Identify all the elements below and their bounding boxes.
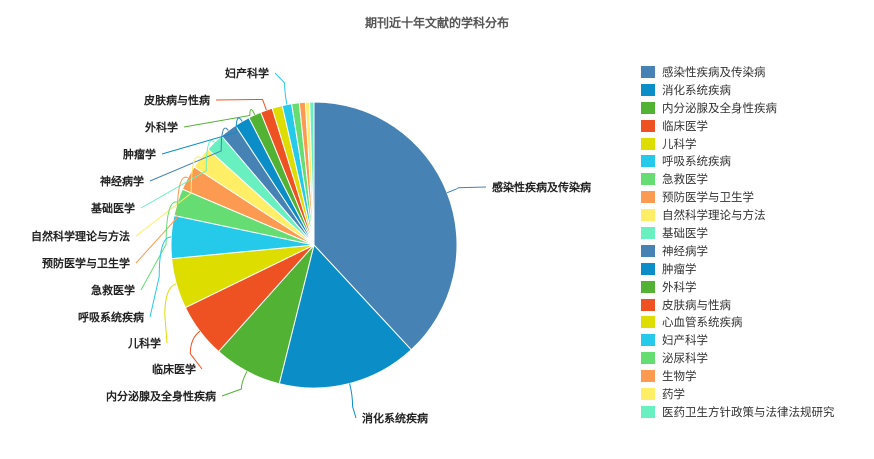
legend-swatch: [641, 155, 655, 168]
legend-label: 内分泌腺及全身性疾病: [662, 100, 777, 115]
legend-item[interactable]: 肿瘤学: [641, 260, 835, 278]
leader-line: [161, 117, 243, 155]
legend-label: 急救医学: [662, 172, 708, 187]
slice-label: 呼吸系统疾病: [78, 310, 144, 324]
slice-label: 儿科学: [127, 336, 161, 350]
legend-label: 自然科学理论与方法: [662, 208, 766, 223]
slice-label: 肿瘤学: [123, 147, 156, 161]
legend-swatch: [641, 191, 655, 204]
legend-item[interactable]: 心血管系统疾病: [641, 313, 835, 331]
legend-label: 妇产科学: [662, 333, 708, 348]
slice-label: 急救医学: [91, 283, 135, 297]
leader-line: [446, 186, 487, 194]
legend-item[interactable]: 外科学: [641, 278, 835, 296]
legend-swatch: [641, 334, 655, 347]
legend-swatch: [641, 280, 655, 293]
legend-label: 神经病学: [662, 243, 708, 258]
legend-item[interactable]: 神经病学: [641, 242, 835, 260]
slice-label: 感染性疾病及传染病: [492, 180, 591, 194]
legend-label: 儿科学: [662, 136, 697, 151]
legend-item[interactable]: 呼吸系统疾病: [641, 152, 835, 170]
leader-line: [189, 330, 203, 370]
legend-item[interactable]: 医药卫生方针政策与法律法规研究: [641, 403, 835, 421]
legend-label: 预防医学与卫生学: [662, 190, 754, 205]
slice-label: 预防医学与卫生学: [42, 256, 130, 270]
legend-label: 生物学: [662, 369, 697, 384]
leader-line: [135, 156, 202, 237]
legend-item[interactable]: 生物学: [641, 367, 835, 385]
slice-label: 外科学: [144, 120, 178, 134]
slice-label: 消化系统疾病: [362, 411, 428, 425]
legend-swatch: [641, 137, 655, 150]
leader-line: [140, 201, 178, 291]
legend-swatch: [641, 316, 655, 329]
leader-line: [149, 236, 172, 318]
legend-item[interactable]: 皮肤病与性病: [641, 296, 835, 314]
legend-label: 呼吸系统疾病: [662, 154, 731, 169]
legend-item[interactable]: 临床医学: [641, 117, 835, 135]
slice-label: 妇产科学: [224, 66, 269, 80]
legend-item[interactable]: 感染性疾病及传染病: [641, 63, 835, 81]
leader-line: [140, 140, 215, 209]
slice-label: 神经病学: [100, 174, 144, 188]
legend-item[interactable]: 药学: [641, 385, 835, 403]
slice-label: 内分泌腺及全身性疾病: [106, 389, 216, 403]
legend-swatch: [641, 352, 655, 365]
leader-line: [164, 283, 177, 344]
legend-item[interactable]: 儿科学: [641, 135, 835, 153]
legend-swatch: [641, 262, 655, 275]
leader-line: [349, 383, 357, 419]
leader-line: [183, 109, 256, 128]
chart-legend: 感染性疾病及传染病 消化系统疾病内分泌腺及全身性疾病 临床医学儿科学呼吸系统疾病 急救…: [641, 63, 835, 421]
legend-label: 皮肤病与性病: [662, 297, 731, 312]
legend-item[interactable]: 预防医学与卫生学: [641, 188, 835, 206]
pie-slice[interactable]: [309, 101, 315, 246]
legend-label: 外科学: [662, 279, 697, 294]
legend-swatch: [641, 65, 655, 78]
legend-swatch: [641, 244, 655, 257]
legend-label: 感染性疾病及传染病: [662, 64, 766, 79]
legend-label: 肿瘤学: [662, 261, 697, 276]
slice-label: 皮肤病与性病: [143, 93, 210, 107]
chart-title: 期刊近十年文献的学科分布: [364, 16, 509, 30]
legend-item[interactable]: 妇产科学: [641, 331, 835, 349]
pie-slice[interactable]: [278, 243, 412, 389]
legend-item[interactable]: 消化系统疾病: [641, 81, 835, 99]
leader-line: [149, 127, 229, 182]
legend-swatch: [641, 209, 655, 222]
legend-item[interactable]: 泌尿科学: [641, 349, 835, 367]
legend-label: 临床医学: [662, 118, 708, 133]
slice-label: 自然科学理论与方法: [31, 229, 130, 243]
legend-label: 药学: [662, 386, 685, 401]
legend-label: 消化系统疾病: [662, 82, 731, 97]
legend-item[interactable]: 基础医学: [641, 224, 835, 242]
legend-label: 泌尿科学: [662, 351, 708, 366]
legend-swatch: [641, 101, 655, 114]
slice-label: 临床医学: [152, 362, 196, 376]
pie-slice[interactable]: [313, 101, 458, 351]
legend-label: 医药卫生方针政策与法律法规研究: [662, 404, 835, 419]
legend-swatch: [641, 173, 655, 186]
legend-label: 基础医学: [662, 225, 708, 240]
leader-line: [221, 371, 248, 397]
legend-swatch: [641, 83, 655, 96]
legend-swatch: [641, 370, 655, 383]
legend-label: 心血管系统疾病: [662, 315, 743, 330]
legend-swatch: [641, 387, 655, 400]
legend-swatch: [641, 405, 655, 418]
slice-label: 基础医学: [90, 201, 135, 215]
legend-item[interactable]: 内分泌腺及全身性疾病: [641, 99, 835, 117]
legend-item[interactable]: 自然科学理论与方法: [641, 206, 835, 224]
leader-line: [215, 98, 267, 111]
legend-swatch: [641, 119, 655, 132]
legend-swatch: [641, 226, 655, 239]
leader-line: [274, 72, 288, 105]
legend-swatch: [641, 298, 655, 311]
legend-item[interactable]: 急救医学: [641, 170, 835, 188]
leader-line: [135, 176, 189, 264]
